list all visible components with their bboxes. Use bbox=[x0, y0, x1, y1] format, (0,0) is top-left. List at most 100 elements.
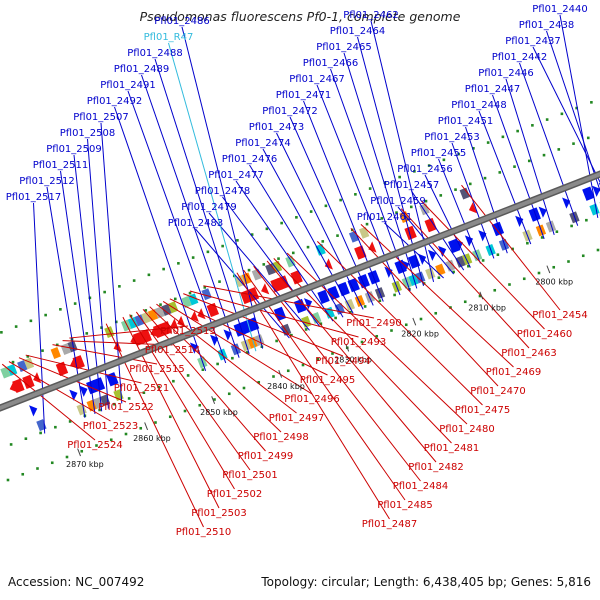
forward-gene-label: Pfl01_2442 bbox=[492, 52, 548, 63]
tick-label: 2840 kbp bbox=[267, 382, 305, 391]
forward-function-box bbox=[445, 259, 456, 272]
guide-dot bbox=[186, 374, 190, 377]
reverse-gene-arrow bbox=[261, 283, 270, 295]
forward-function-box bbox=[545, 220, 557, 233]
tick-label: 2810 kbp bbox=[468, 303, 506, 312]
guide-dot bbox=[531, 124, 534, 127]
forward-leader bbox=[208, 212, 310, 331]
guide-dot bbox=[486, 141, 490, 144]
reverse-gene-block bbox=[404, 225, 417, 241]
guide-dot bbox=[516, 129, 519, 133]
guide-dot bbox=[80, 449, 84, 453]
guide-dot bbox=[118, 285, 121, 288]
reverse-gene-label: Pfl01_2501 bbox=[222, 470, 278, 481]
forward-leader bbox=[195, 228, 290, 339]
forward-gene-label: Pfl01_2483 bbox=[168, 218, 224, 229]
forward-gene-block bbox=[86, 379, 99, 395]
forward-gene-arrow bbox=[303, 298, 313, 310]
guide-dot bbox=[291, 251, 295, 255]
label-leaders bbox=[1, 14, 600, 528]
forward-gene-label: Pfl01_2489 bbox=[114, 64, 170, 75]
forward-leader bbox=[546, 30, 600, 193]
reverse-leader bbox=[420, 200, 545, 330]
guide-dot bbox=[413, 170, 416, 173]
backbone-line bbox=[0, 171, 600, 411]
forward-gene-arrow bbox=[592, 185, 600, 197]
forward-function-box bbox=[354, 295, 366, 307]
guide-dot bbox=[39, 431, 42, 435]
forward-gene-label: Pfl01_2457 bbox=[384, 180, 440, 191]
forward-gene-label: Pfl01_2465 bbox=[316, 42, 372, 53]
guide-dot bbox=[65, 455, 69, 459]
forward-gene-block bbox=[347, 277, 360, 293]
forward-leader bbox=[235, 180, 334, 322]
forward-gene-label: Pfl01_2447 bbox=[465, 84, 521, 95]
guide-dot bbox=[188, 291, 192, 295]
guide-dot bbox=[368, 187, 372, 190]
guide-dot bbox=[513, 165, 516, 168]
guide-dot bbox=[319, 322, 323, 326]
reverse-leader bbox=[316, 241, 483, 406]
guide-dot bbox=[339, 198, 342, 202]
reverse-gene-label: Pfl01_2514 bbox=[145, 345, 201, 356]
reverse-leader bbox=[1, 363, 96, 441]
guide-dot bbox=[427, 164, 431, 167]
reverse-leader bbox=[400, 208, 530, 349]
guide-dot bbox=[527, 159, 531, 163]
tick-label: 2850 kbp bbox=[200, 408, 238, 417]
tick-label: 2820 kbp bbox=[401, 330, 439, 339]
forward-gene-label: Pfl01_2508 bbox=[60, 128, 116, 139]
forward-leader bbox=[492, 94, 545, 239]
forward-leader bbox=[154, 58, 250, 354]
forward-gene-arrow bbox=[69, 389, 78, 401]
reverse-leader bbox=[8, 361, 111, 422]
guide-dot bbox=[85, 332, 89, 335]
forward-gene-block bbox=[337, 281, 350, 297]
reverse-gene-label: Pfl01_2494 bbox=[315, 356, 371, 367]
forward-function-box bbox=[240, 339, 252, 352]
guide-dot bbox=[586, 136, 590, 140]
forward-function-box bbox=[589, 203, 600, 216]
guide-dot bbox=[508, 283, 511, 286]
guide-dot bbox=[147, 273, 151, 277]
forward-gene-label: Pfl01_2511 bbox=[33, 160, 89, 171]
reverse-leader bbox=[189, 290, 359, 338]
forward-gene-label: Pfl01_2466 bbox=[303, 58, 359, 69]
guide-dot bbox=[247, 268, 251, 272]
forward-gene-block bbox=[448, 238, 461, 254]
forward-leader bbox=[370, 20, 435, 283]
forward-gene-label: Pfl01_2477 bbox=[208, 170, 264, 181]
reverse-leader bbox=[162, 301, 313, 395]
guide-dot bbox=[585, 218, 588, 222]
guide-dot bbox=[501, 135, 505, 139]
guide-dot bbox=[383, 181, 387, 185]
forward-leader bbox=[519, 62, 579, 226]
forward-function-box bbox=[435, 263, 446, 276]
guide-dot bbox=[139, 426, 143, 430]
guide-dot bbox=[127, 397, 131, 400]
reverse-gene-label: Pfl01_2496 bbox=[284, 394, 340, 405]
reverse-leader bbox=[461, 184, 561, 311]
guide-dot bbox=[354, 193, 357, 196]
reverse-gene-label: Pfl01_2510 bbox=[176, 527, 232, 538]
guide-dot bbox=[365, 222, 369, 226]
reverse-gene-label: Pfl01_2485 bbox=[377, 500, 433, 511]
guide-dot bbox=[472, 147, 475, 150]
reverse-leader bbox=[183, 293, 344, 357]
forward-gene-arrow bbox=[538, 206, 547, 218]
reverse-gene-arrow bbox=[324, 258, 333, 270]
genome-summary: Topology: circular; Length: 6,438,405 bp… bbox=[260, 575, 591, 589]
guide-dot bbox=[295, 216, 298, 219]
guide-dot bbox=[301, 363, 305, 367]
reverse-function-box bbox=[67, 340, 78, 353]
guide-dot bbox=[6, 478, 10, 482]
forward-gene-arrow bbox=[438, 245, 447, 258]
forward-leader bbox=[303, 100, 384, 302]
guide-dot bbox=[257, 380, 261, 384]
tick-mark bbox=[211, 396, 216, 404]
guide-dot bbox=[496, 253, 500, 257]
guide-dot bbox=[493, 288, 497, 292]
forward-leader bbox=[168, 42, 257, 352]
forward-gene-label: Pfl01_2451 bbox=[438, 116, 494, 127]
forward-gene-block bbox=[407, 254, 421, 269]
